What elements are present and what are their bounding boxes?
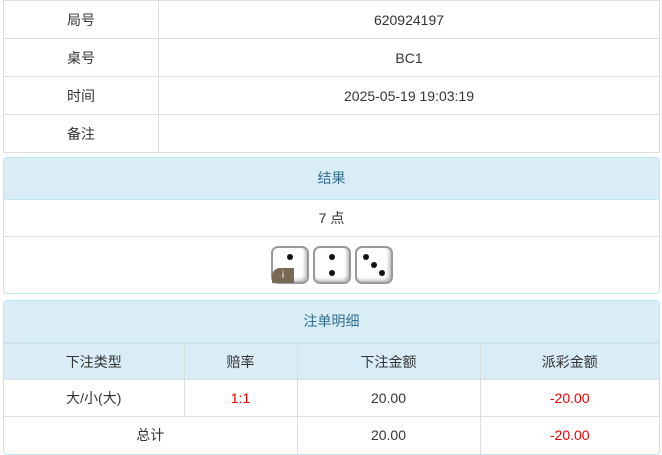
pip bbox=[286, 254, 293, 260]
bet-row: 大/小(大) 1:1 20.00 -20.00 bbox=[4, 379, 659, 417]
total-row: 总计 20.00 -20.00 bbox=[4, 416, 659, 454]
label: 备注 bbox=[3, 114, 159, 153]
bet-header-row: 下注类型 赔率 下注金额 派彩金额 bbox=[4, 343, 659, 380]
value bbox=[158, 114, 660, 153]
col-header: 下注类型 bbox=[4, 343, 185, 380]
pip bbox=[328, 270, 335, 276]
col-header: 下注金额 bbox=[296, 343, 481, 380]
bet-table: 下注类型 赔率 下注金额 派彩金额 大/小(大) 1:1 20.00 -20.0… bbox=[4, 343, 659, 454]
round-info-table: 局号 620924197 桌号 BC1 时间 2025-05-19 19:03:19 … bbox=[3, 0, 660, 153]
dice-row bbox=[4, 237, 659, 293]
die-3 bbox=[354, 246, 393, 284]
info-row: 备注 bbox=[3, 114, 660, 153]
odds: 1:1 bbox=[183, 379, 298, 417]
result-panel: 结果 7 点 bbox=[3, 157, 660, 294]
info-row: 局号 620924197 bbox=[3, 0, 660, 39]
info-badge-icon[interactable]: i bbox=[272, 268, 294, 283]
payout: -20.00 bbox=[479, 379, 659, 417]
label: 局号 bbox=[3, 0, 159, 39]
label: 时间 bbox=[3, 76, 159, 115]
pip bbox=[362, 254, 369, 260]
info-row: 时间 2025-05-19 19:03:19 bbox=[3, 76, 660, 115]
bet-detail-title: 注单明细 bbox=[4, 301, 659, 343]
total-label: 总计 bbox=[4, 416, 298, 454]
result-title: 结果 bbox=[4, 158, 659, 200]
info-row: 桌号 BC1 bbox=[3, 38, 660, 77]
total-amount: 20.00 bbox=[296, 416, 481, 454]
bet-amount: 20.00 bbox=[296, 379, 481, 417]
value: 620924197 bbox=[158, 0, 660, 39]
value: 2025-05-19 19:03:19 bbox=[158, 76, 660, 115]
die-2 bbox=[312, 246, 351, 284]
col-header: 赔率 bbox=[183, 343, 298, 380]
col-header: 派彩金额 bbox=[479, 343, 659, 380]
pip bbox=[328, 254, 335, 260]
result-points: 7 点 bbox=[4, 200, 659, 237]
value: BC1 bbox=[158, 38, 660, 77]
label: 桌号 bbox=[3, 38, 159, 77]
pip bbox=[378, 270, 385, 276]
total-payout: -20.00 bbox=[479, 416, 659, 454]
bet-type: 大/小(大) bbox=[4, 379, 185, 417]
bet-detail-panel: 注单明细 下注类型 赔率 下注金额 派彩金额 大/小(大) 1:1 20.00 … bbox=[3, 300, 660, 455]
pip bbox=[370, 262, 377, 268]
